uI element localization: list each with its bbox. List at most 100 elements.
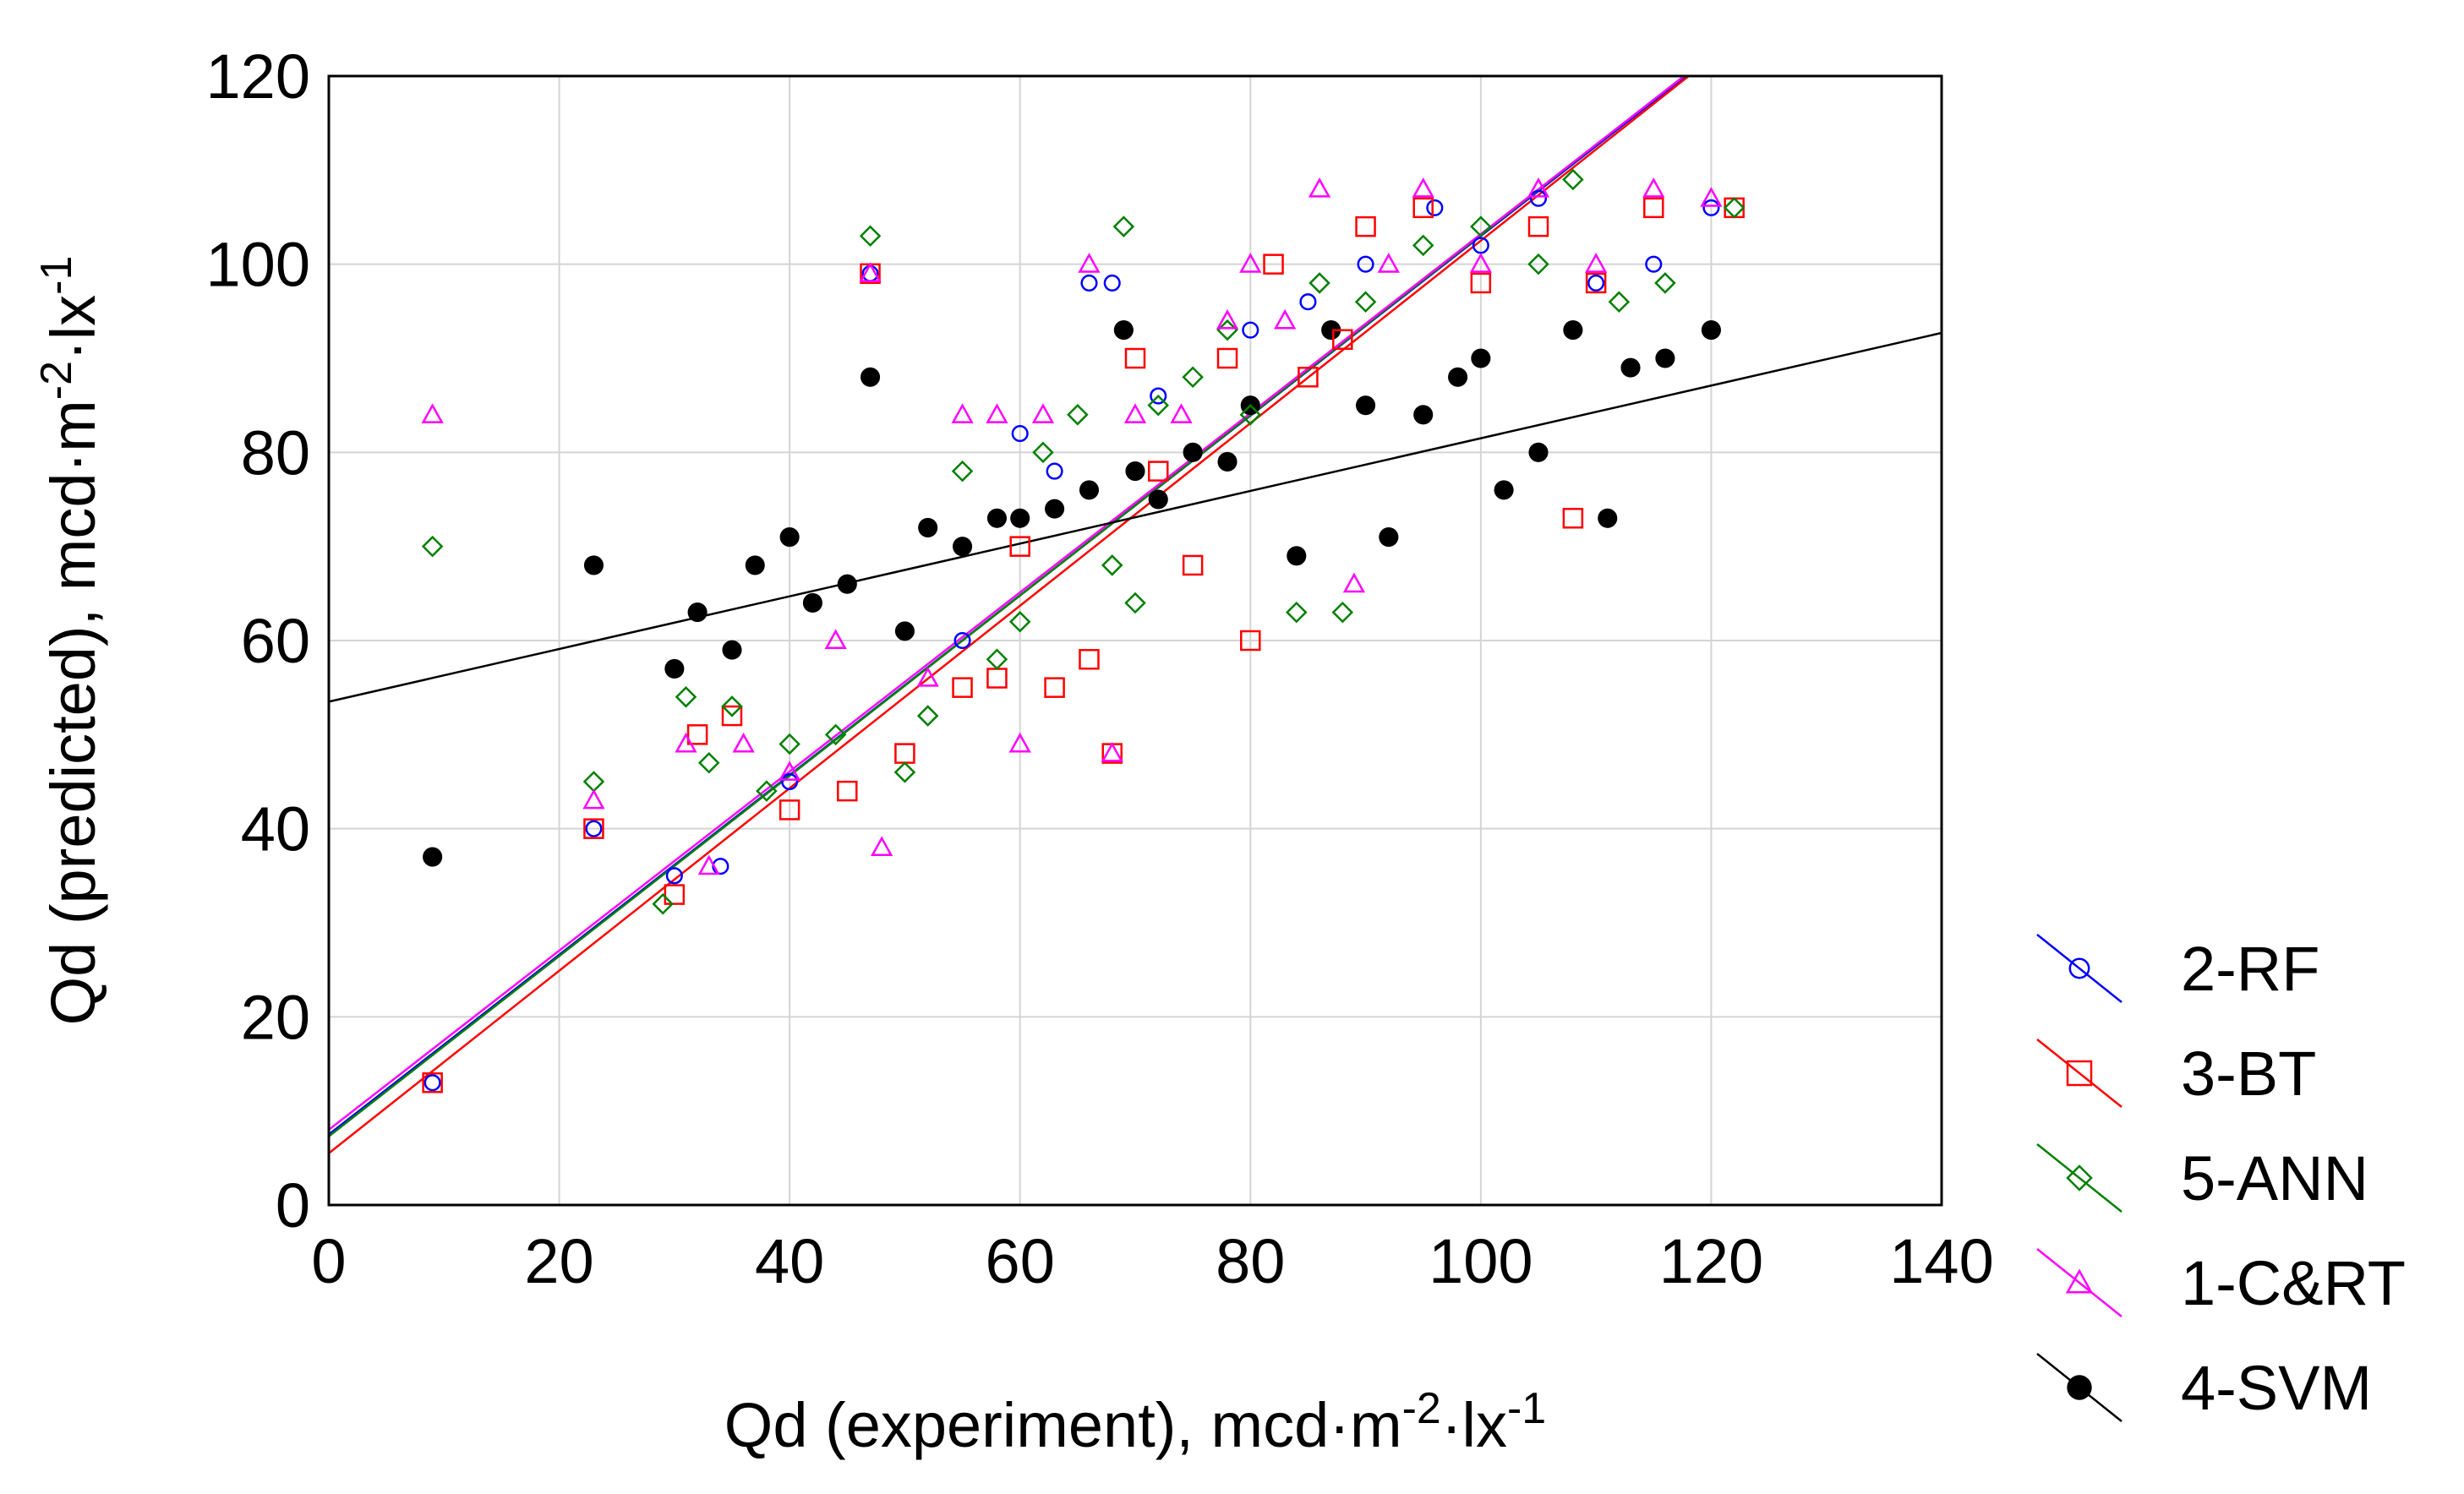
data-point-4svm xyxy=(860,367,881,387)
data-point-2rf xyxy=(1357,255,1374,273)
data-point-5ann xyxy=(1286,601,1308,624)
data-point-4svm xyxy=(1528,442,1549,462)
legend-line-1crt xyxy=(2036,1248,2123,1317)
data-point-5ann xyxy=(1412,234,1434,257)
data-point-5ann xyxy=(893,761,916,783)
data-point-3bt xyxy=(686,724,708,745)
legend-label-ann: 5-ANN xyxy=(2181,1143,2368,1213)
data-point-4svm xyxy=(1217,451,1237,472)
data-point-2rf xyxy=(1426,199,1444,216)
data-point-2rf xyxy=(1587,274,1605,292)
x-tick-label: 120 xyxy=(1659,1226,1763,1296)
data-point-3bt xyxy=(1470,272,1492,294)
data-point-3bt xyxy=(1332,329,1353,350)
data-point-2rf xyxy=(585,820,603,837)
data-point-5ann xyxy=(1239,404,1262,426)
data-point-5ann xyxy=(916,705,939,727)
data-point-5ann xyxy=(421,535,444,558)
data-point-2rf xyxy=(1702,199,1720,216)
data-point-5ann xyxy=(951,460,974,483)
y-tick-label: 20 xyxy=(241,982,310,1052)
data-point-5ann xyxy=(1124,592,1146,614)
data-point-1crt xyxy=(1239,253,1262,273)
data-point-3bt xyxy=(1585,272,1607,294)
data-point-3bt xyxy=(779,799,800,821)
data-point-3bt xyxy=(664,884,686,905)
data-point-2rf xyxy=(1529,189,1548,207)
data-point-2rf xyxy=(423,1074,441,1092)
data-point-2rf xyxy=(781,772,799,791)
legend-marker-1crt xyxy=(2065,1268,2094,1294)
data-point-5ann xyxy=(1354,291,1377,313)
data-point-1crt xyxy=(1170,403,1193,423)
data-point-2rf xyxy=(665,867,683,885)
data-point-4svm xyxy=(918,517,938,537)
y-tick-label: 0 xyxy=(276,1170,310,1240)
data-point-3bt xyxy=(1044,677,1065,698)
data-point-4svm xyxy=(1010,508,1030,528)
data-point-5ann xyxy=(1608,291,1631,313)
data-point-4svm xyxy=(1113,320,1134,341)
data-point-5ann xyxy=(1112,215,1135,237)
data-point-4svm xyxy=(583,555,604,575)
data-point-4svm xyxy=(1563,320,1583,341)
data-point-1crt xyxy=(421,403,444,423)
data-point-5ann xyxy=(1067,404,1089,426)
data-point-1crt xyxy=(1642,177,1665,198)
legend-item-ann: 5-ANN xyxy=(2036,1143,2368,1213)
data-point-4svm xyxy=(722,640,742,660)
data-point-4svm xyxy=(953,537,973,557)
data-point-3bt xyxy=(1263,254,1284,275)
data-point-3bt xyxy=(1079,649,1100,670)
data-point-4svm xyxy=(1413,405,1434,425)
data-point-1crt xyxy=(1527,177,1550,198)
data-point-5ann xyxy=(1032,441,1054,464)
data-point-1crt xyxy=(1216,308,1239,330)
legend-line-2rf xyxy=(2036,934,2123,1003)
data-point-3bt xyxy=(1527,215,1549,237)
data-point-1crt xyxy=(1101,742,1123,762)
tick-labels: 0 20 40 60 80 100 120 140 0 20 40 60 80 100 120 xyxy=(206,41,1994,1296)
data-point-5ann xyxy=(1723,197,1746,219)
y-axis-label: Qd (predicted), mcd·m-2·lx-1 xyxy=(32,256,108,1026)
data-point-1crt xyxy=(582,788,605,810)
data-point-4svm xyxy=(1287,546,1307,566)
data-point-4svm xyxy=(1148,489,1168,510)
data-point-3bt xyxy=(1240,630,1261,652)
y-tick-label: 100 xyxy=(206,230,310,300)
data-point-5ann xyxy=(1527,253,1549,275)
data-point-4svm xyxy=(687,603,708,623)
data-points xyxy=(421,168,1746,1093)
data-point-1crt xyxy=(1412,177,1434,198)
legend-label-rf: 2-RF xyxy=(2181,934,2319,1004)
data-point-1crt xyxy=(1031,403,1055,423)
data-point-1crt xyxy=(1123,403,1147,423)
y-tick-label: 40 xyxy=(241,794,310,864)
data-point-2rf xyxy=(1046,462,1063,480)
data-point-4svm xyxy=(1379,526,1399,548)
data-point-1crt xyxy=(1377,253,1400,273)
data-point-3bt xyxy=(1562,508,1584,529)
data-point-3bt xyxy=(583,818,604,839)
legend-marker-3bt xyxy=(2066,1060,2093,1087)
data-point-2rf xyxy=(1080,274,1098,292)
data-point-5ann xyxy=(756,780,778,802)
data-point-1crt xyxy=(675,732,697,753)
data-point-5ann xyxy=(1101,554,1123,576)
data-point-1crt xyxy=(859,262,882,282)
data-point-5ann xyxy=(1308,272,1330,294)
data-point-1crt xyxy=(1078,253,1101,273)
data-point-3bt xyxy=(1298,367,1319,388)
data-point-5ann xyxy=(721,695,743,717)
data-point-5ann xyxy=(1331,601,1354,624)
data-point-1crt xyxy=(871,836,893,856)
data-point-1crt xyxy=(951,403,974,423)
legend-label-crt: 1-C&RT xyxy=(2181,1248,2406,1318)
data-point-2rf xyxy=(1150,387,1167,405)
data-point-1crt xyxy=(1008,732,1031,753)
x-tick-label: 0 xyxy=(311,1226,346,1296)
data-point-4svm xyxy=(1620,357,1641,378)
data-point-4svm xyxy=(986,508,1008,528)
data-point-1crt xyxy=(1700,187,1723,207)
